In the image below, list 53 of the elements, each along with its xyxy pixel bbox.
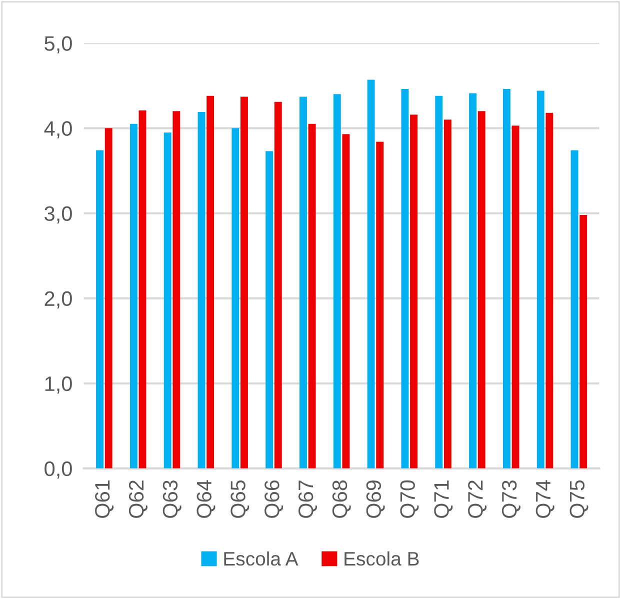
bar [308,124,316,468]
x-tick-label: Q62 [128,480,148,518]
x-tick-label: Q64 [196,480,216,518]
bar [536,90,544,468]
x-tick-label: Q72 [468,480,487,518]
y-tick-label: 2,0 [44,291,72,309]
y-tick-label: 5,0 [44,36,72,54]
bar [478,111,486,468]
bar [266,151,274,468]
y-tick-label: 4,0 [44,121,72,138]
bar [410,114,418,468]
bar [274,102,282,468]
bar [367,80,375,468]
bar [172,111,180,468]
x-tick-label: Q69 [366,480,385,518]
bar [164,132,172,468]
x-tick-label: Q65 [230,480,250,518]
x-tick-label: Q73 [502,480,520,518]
bar [502,89,510,468]
bar [401,89,409,468]
bar [342,134,350,468]
bar [138,110,146,468]
bar [198,112,206,468]
x-tick-label: Q71 [434,480,453,518]
bar [130,124,138,468]
bar [444,120,452,468]
bar [546,112,554,468]
y-tick-label: 3,0 [44,206,72,224]
legend-label: Escola A [224,551,298,566]
bar [300,96,307,468]
x-tick-label: Q61 [95,480,114,518]
legend-label: Escola B [344,551,419,566]
bar [580,214,588,468]
bar [376,142,384,468]
bar [469,93,477,468]
x-tick-label: Q75 [570,480,588,518]
x-tick-label: Q67 [298,480,317,518]
bar [206,96,214,468]
bar [232,128,240,468]
x-tick-label: Q63 [162,480,182,518]
bar [96,150,104,468]
bar [104,128,112,468]
bar [570,150,578,468]
bar [240,96,248,468]
y-tick-label: 1,0 [45,376,72,394]
x-tick-label: Q66 [264,480,284,518]
bar [333,94,341,468]
bar [435,96,443,468]
x-tick-label: Q74 [536,480,554,518]
x-tick-label: Q70 [400,480,419,518]
bar [512,126,520,468]
x-tick-label: Q68 [332,480,351,518]
y-tick-label: 0,0 [44,461,72,479]
